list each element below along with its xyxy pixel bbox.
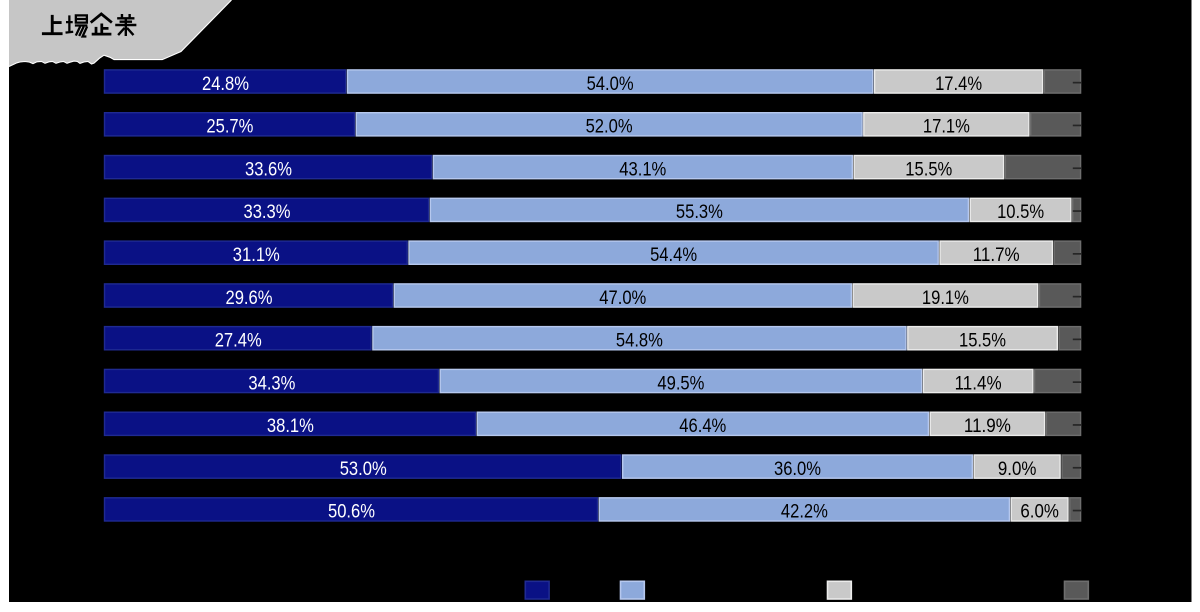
svg-text:29.6%: 29.6% [226,287,273,309]
svg-text:36.0%: 36.0% [774,458,821,480]
svg-text:31.1%: 31.1% [233,244,280,266]
svg-text:11.4%: 11.4% [955,372,1002,394]
svg-text:15.5%: 15.5% [905,158,952,180]
svg-text:19.1%: 19.1% [922,287,969,309]
svg-text:33.3%: 33.3% [244,201,291,223]
svg-text:17.4%: 17.4% [935,73,982,95]
svg-text:17.1%: 17.1% [923,116,970,138]
svg-text:54.4%: 54.4% [650,244,697,266]
svg-text:38.1%: 38.1% [267,415,314,437]
svg-text:53.0%: 53.0% [340,458,387,480]
svg-text:9.0%: 9.0% [998,458,1037,480]
svg-text:6.0%: 6.0% [1020,501,1059,523]
svg-text:49.5%: 49.5% [657,372,704,394]
svg-text:50.6%: 50.6% [328,501,375,523]
svg-text:15.5%: 15.5% [959,330,1006,352]
svg-text:27.4%: 27.4% [215,330,262,352]
svg-text:52.0%: 52.0% [586,116,633,138]
svg-text:43.1%: 43.1% [619,158,666,180]
svg-text:24.8%: 24.8% [202,73,249,95]
svg-text:11.7%: 11.7% [973,244,1020,266]
svg-text:11.9%: 11.9% [964,415,1011,437]
svg-text:54.0%: 54.0% [587,73,634,95]
svg-text:46.4%: 46.4% [679,415,726,437]
svg-text:42.2%: 42.2% [781,501,828,523]
svg-text:54.8%: 54.8% [616,330,663,352]
svg-text:55.3%: 55.3% [676,201,723,223]
svg-text:33.6%: 33.6% [245,158,292,180]
svg-text:34.3%: 34.3% [248,372,295,394]
svg-text:25.7%: 25.7% [206,116,253,138]
svg-text:10.5%: 10.5% [997,201,1044,223]
svg-text:47.0%: 47.0% [599,287,646,309]
